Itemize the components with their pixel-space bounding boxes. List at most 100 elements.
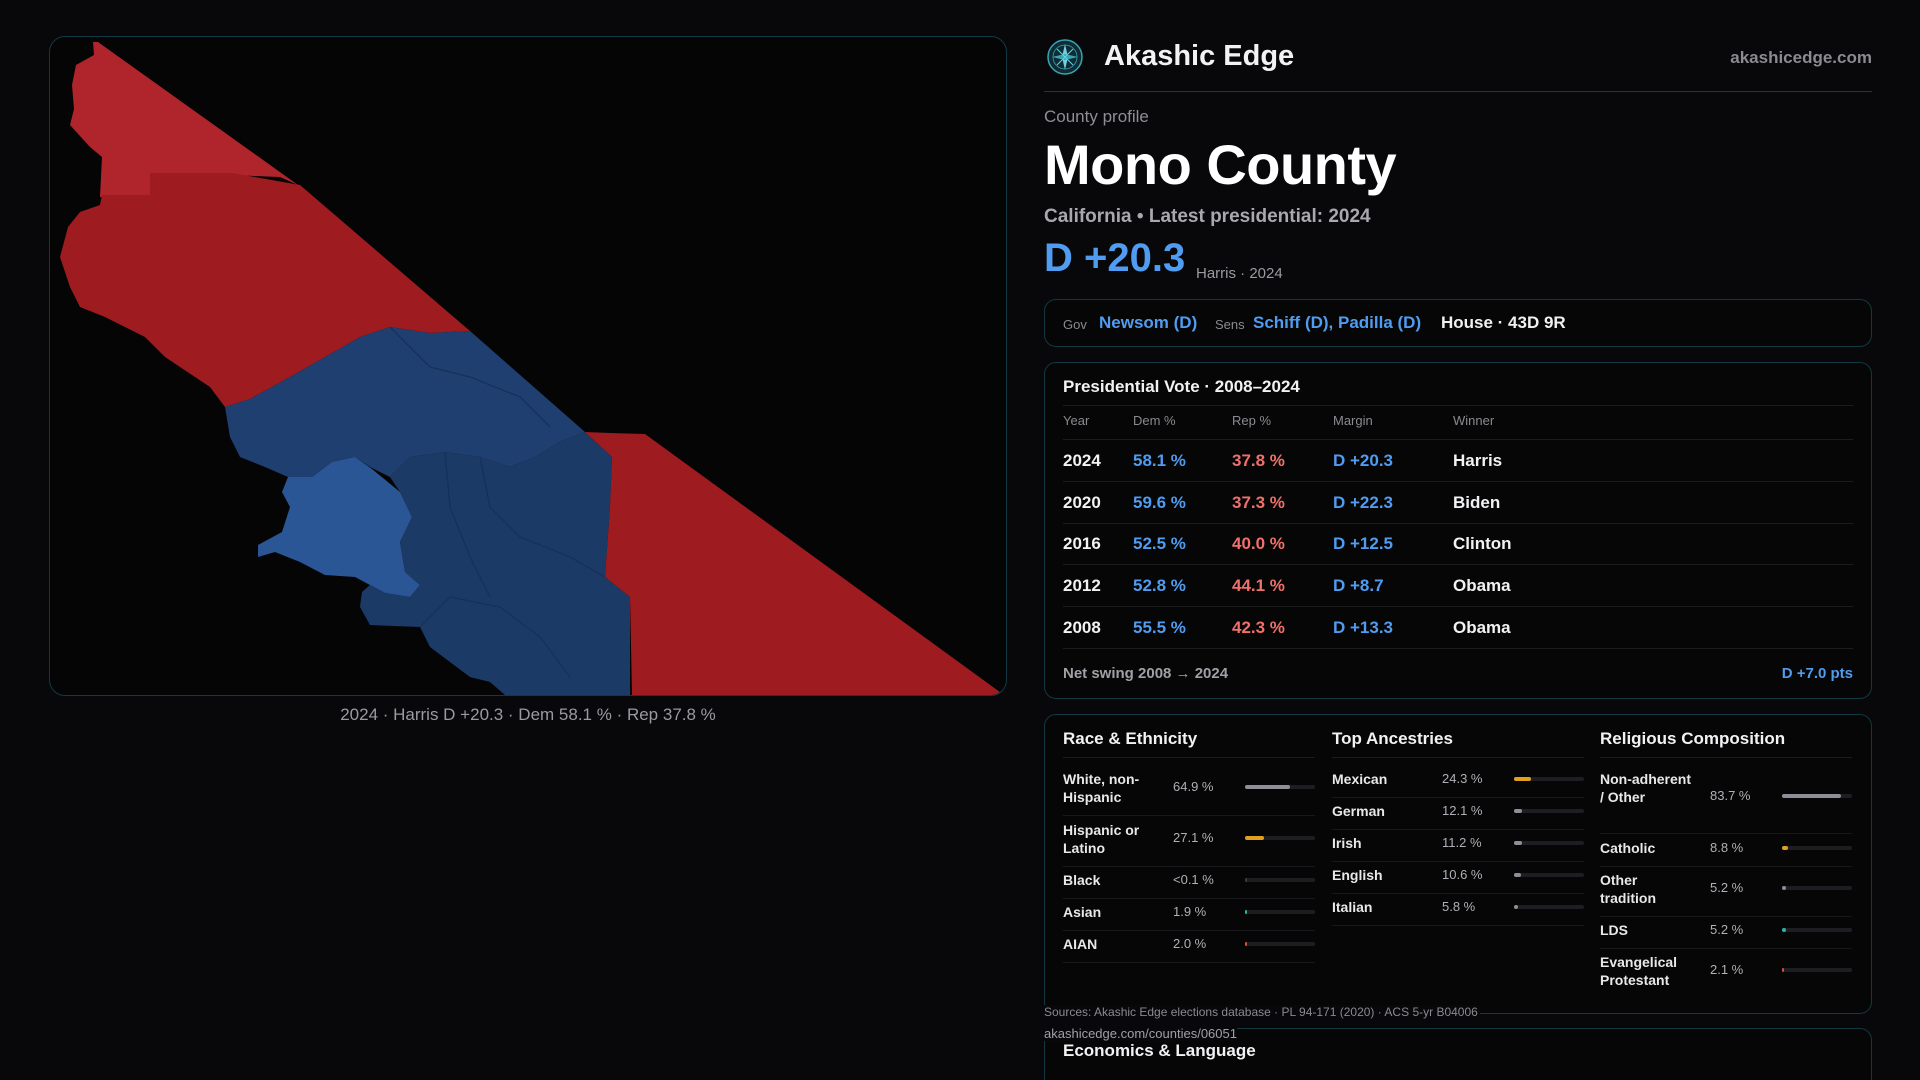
divider [1332, 925, 1584, 926]
governor-link[interactable]: Newsom (D) [1099, 313, 1198, 332]
row-value: 5.2 % [1710, 922, 1744, 937]
bar-track [1782, 968, 1852, 972]
bar-track [1514, 841, 1584, 845]
bar-track [1514, 905, 1584, 909]
divider [1063, 898, 1315, 899]
cell-year: 2008 [1063, 618, 1101, 637]
row-value: 8.8 % [1710, 840, 1744, 855]
row-label: AIAN [1063, 936, 1098, 952]
col-rep: Rep % [1232, 413, 1272, 428]
map-region-south[interactable] [360, 432, 630, 695]
bar-track [1782, 794, 1852, 798]
table-row[interactable]: 2016 52.5 % 40.0 % D +12.5 Clinton [1063, 524, 1853, 564]
bar-track [1514, 873, 1584, 877]
bar-fill [1782, 968, 1784, 972]
row-value: 2.1 % [1710, 962, 1744, 977]
cell-year: 2016 [1063, 534, 1101, 553]
map-region-central[interactable] [225, 327, 585, 477]
col-winner: Winner [1453, 413, 1495, 428]
divider [1063, 648, 1853, 649]
table-row[interactable]: 2024 58.1 % 37.8 % D +20.3 Harris [1063, 441, 1853, 481]
county-map[interactable] [49, 36, 1007, 696]
row-label: Asian [1063, 904, 1102, 920]
cell-winner: Harris [1453, 451, 1503, 470]
county-profile-panel: Akashic Edge akashicedge.com County prof… [1044, 0, 1872, 1080]
divider [1063, 481, 1853, 482]
row-label: Catholic [1600, 840, 1656, 856]
net-swing-value: D +7.0 pts [1781, 665, 1853, 682]
cell-rep: 37.3 % [1232, 493, 1285, 512]
map-boundaries [389, 326, 606, 678]
row-label: German [1332, 803, 1385, 819]
row-value: 10.6 % [1442, 867, 1483, 882]
map-region-west[interactable] [258, 457, 420, 597]
bar-track [1782, 928, 1852, 932]
map-region-northwest[interactable] [60, 173, 470, 407]
bar-fill [1782, 886, 1786, 890]
list-item: Mexican 24.3 % [1332, 770, 1584, 798]
list-item: Hispanic or Latino 27.1 % [1063, 821, 1315, 867]
row-label: White, non-Hispanic [1063, 771, 1140, 805]
cell-rep: 44.1 % [1232, 576, 1285, 595]
row-label: Italian [1332, 899, 1373, 915]
bar-fill [1782, 928, 1786, 932]
row-label: English [1332, 867, 1383, 883]
divider [1600, 757, 1852, 758]
divider [1063, 815, 1315, 816]
map-region-east[interactable] [585, 432, 1004, 695]
bar-track [1245, 878, 1315, 882]
table-row[interactable]: 2012 52.8 % 44.1 % D +8.7 Obama [1063, 566, 1853, 606]
list-item: Black <0.1 % [1063, 871, 1315, 899]
cell-rep: 37.8 % [1232, 451, 1285, 470]
table-row[interactable]: 2008 55.5 % 42.3 % D +13.3 Obama [1063, 608, 1853, 648]
cell-rep: 42.3 % [1232, 618, 1285, 637]
latest-margin-note: Harris · 2024 [1196, 265, 1283, 282]
senators-link[interactable]: Schiff (D), Padilla (D) [1253, 313, 1422, 332]
cell-winner: Obama [1453, 576, 1511, 595]
officials-strip: Gov Newsom (D) Sens Schiff (D), Padilla … [1044, 299, 1872, 347]
divider [1063, 405, 1853, 406]
row-label: Evangelical Protestant [1600, 954, 1678, 988]
map-caption: 2024 · Harris D +20.3 · Dem 58.1 % · Rep… [340, 705, 716, 724]
bar-track [1782, 846, 1852, 850]
divider [1063, 523, 1853, 524]
row-label: Irish [1332, 835, 1362, 851]
sources-note: Sources: Akashic Edge elections database… [1044, 1005, 1480, 1019]
map-region-north[interactable] [70, 42, 298, 197]
divider [1600, 866, 1852, 867]
bar-fill [1514, 809, 1522, 813]
row-value: 12.1 % [1442, 803, 1483, 818]
bar-fill [1514, 841, 1522, 845]
compass-rose-icon[interactable] [1046, 38, 1084, 76]
list-item: AIAN 2.0 % [1063, 935, 1315, 963]
cell-year: 2024 [1063, 451, 1101, 470]
precinct-map-svg [60, 42, 1004, 695]
row-value: 83.7 % [1710, 788, 1751, 803]
cell-dem: 58.1 % [1133, 451, 1186, 470]
economics-title: Economics & Language [1063, 1041, 1256, 1060]
divider [1332, 893, 1584, 894]
brand-name[interactable]: Akashic Edge [1104, 40, 1295, 72]
table-row[interactable]: 2020 59.6 % 37.3 % D +22.3 Biden [1063, 483, 1853, 523]
bar-fill [1782, 794, 1841, 798]
row-value: 11.2 % [1442, 835, 1482, 850]
divider [1332, 829, 1584, 830]
presidential-title: Presidential Vote · 2008–2024 [1063, 377, 1300, 396]
row-label: Non-adherent / Other [1600, 771, 1691, 805]
row-value: 1.9 % [1173, 904, 1207, 919]
brand-url-link[interactable]: akashicedge.com [1730, 48, 1872, 67]
row-label: LDS [1600, 922, 1628, 938]
race-title: Race & Ethnicity [1063, 729, 1198, 748]
brand-bar: Akashic Edge akashicedge.com [1044, 36, 1872, 80]
cell-margin: D +13.3 [1333, 618, 1394, 637]
list-item: White, non-Hispanic 64.9 % [1063, 770, 1315, 816]
cell-year: 2020 [1063, 493, 1101, 512]
bar-fill [1514, 777, 1531, 781]
row-value: 27.1 % [1173, 830, 1214, 845]
bar-fill [1514, 873, 1521, 877]
bar-track [1514, 809, 1584, 813]
county-permalink[interactable]: akashicedge.com/counties/06051 [1044, 1026, 1237, 1041]
list-item: Irish 11.2 % [1332, 834, 1584, 862]
row-value: 24.3 % [1442, 771, 1483, 786]
bar-track [1514, 777, 1584, 781]
